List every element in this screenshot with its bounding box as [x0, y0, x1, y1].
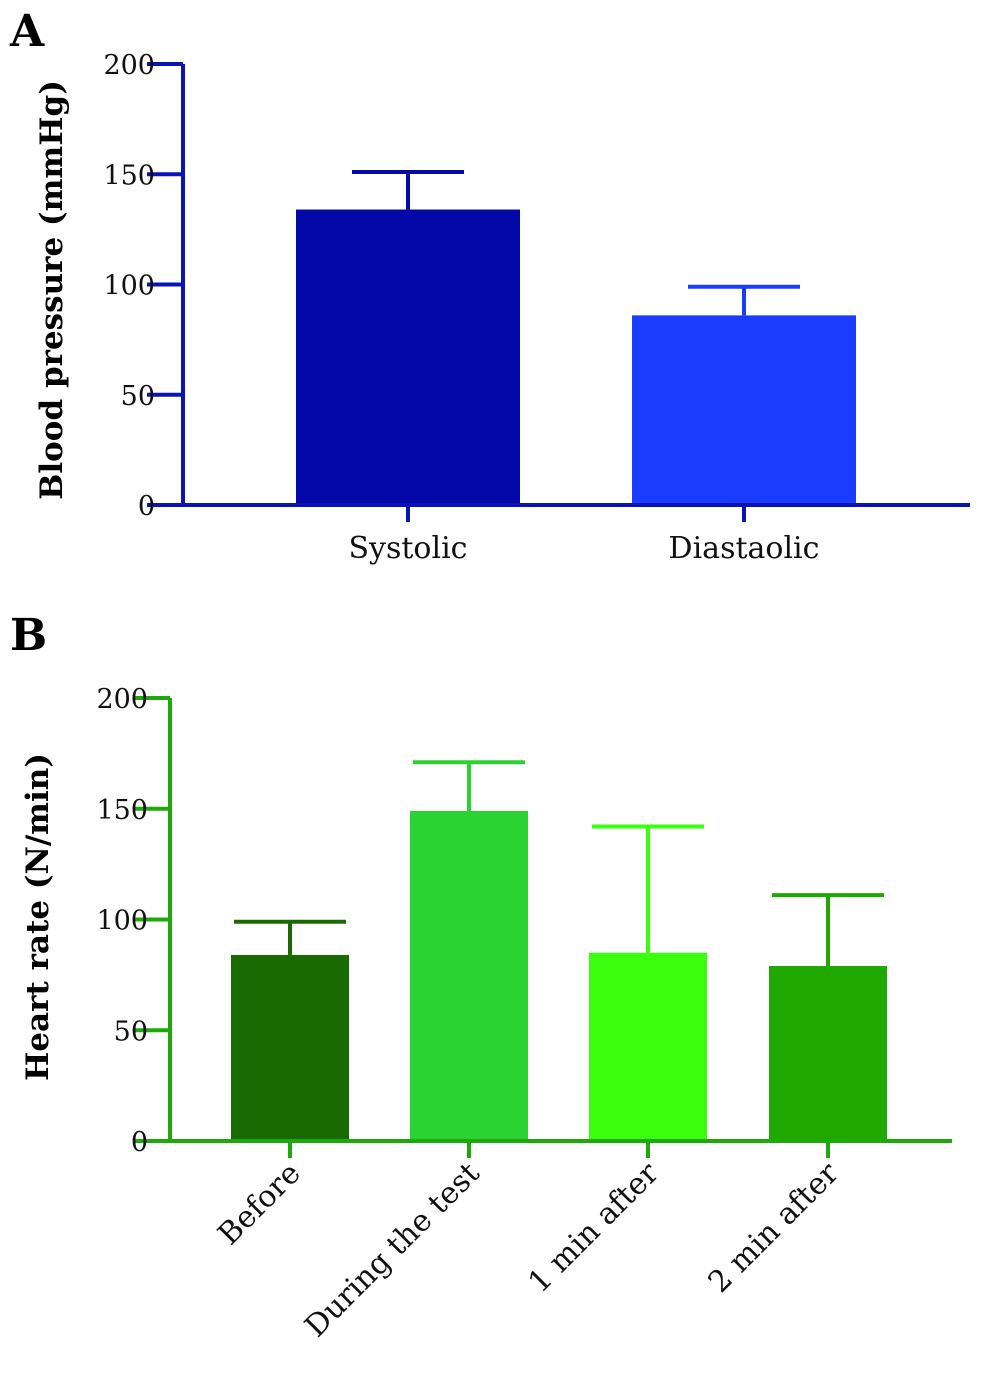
bar-1	[231, 954, 349, 1141]
x-tick-label-3: 1 min after	[522, 1155, 666, 1299]
x-tick-label-1: Systolic	[348, 531, 467, 566]
bar-2	[632, 315, 856, 505]
bar-4	[769, 966, 887, 1141]
panel-b-y-axis-label: Heart rate (N/min)	[20, 753, 56, 1081]
x-tick-label-1: Before	[211, 1156, 307, 1252]
y-tick-label-4: 200	[103, 50, 155, 81]
x-tick-label-2: Diastaolic	[669, 531, 820, 566]
panel-a-chart: A Blood pressure (mmHg) Systolic Diastaol…	[9, 6, 970, 566]
y-tick-label-4: 200	[96, 684, 148, 715]
y-tick-label-3: 150	[103, 160, 155, 191]
bar-3	[589, 952, 707, 1141]
y-tick-label-2: 100	[96, 906, 148, 937]
x-tick-label-4: 2 min after	[702, 1155, 846, 1299]
y-tick-label-2: 100	[103, 271, 155, 302]
bar-1	[296, 209, 520, 505]
panel-a-letter: A	[9, 6, 45, 57]
panel-a-y-axis-label: Blood pressure (mmHg)	[34, 80, 70, 500]
y-tick-label-1: 50	[121, 381, 155, 412]
y-tick-label-0: 0	[131, 1127, 148, 1158]
panel-b-letter: B	[10, 610, 47, 661]
y-tick-label-3: 150	[96, 795, 148, 826]
x-tick-label-2: During the test	[298, 1156, 486, 1344]
y-tick-label-0: 0	[138, 491, 155, 522]
y-tick-label-1: 50	[114, 1016, 148, 1047]
bar-2	[410, 810, 528, 1141]
